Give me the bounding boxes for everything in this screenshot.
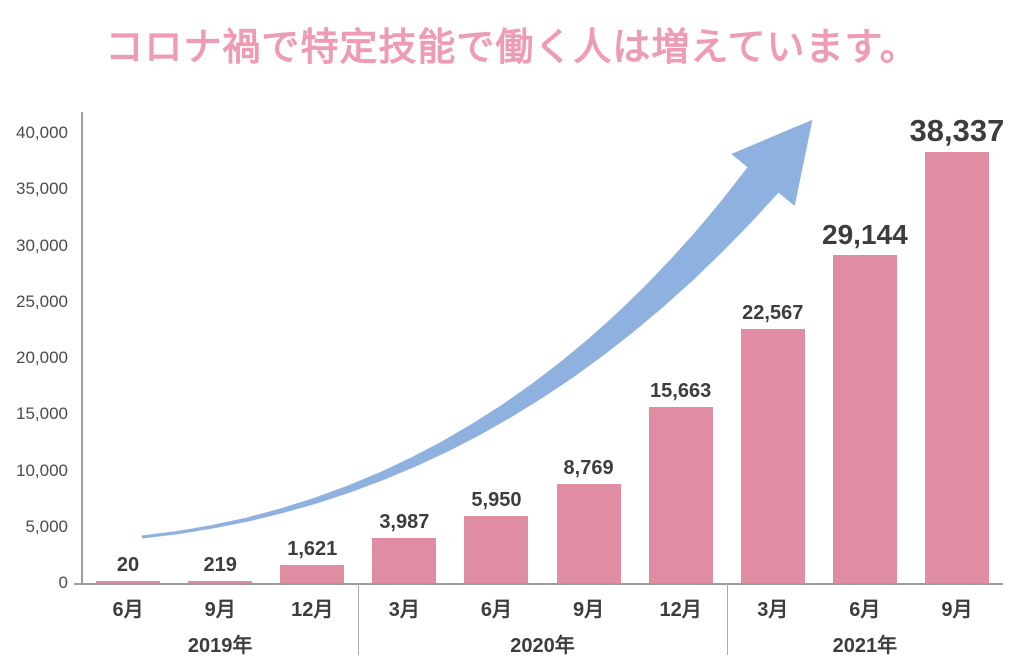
bar [556,484,621,583]
bar [924,151,989,583]
bar [740,329,805,583]
month-label: 6月 [849,599,881,621]
y-tick-label: 25,000 [16,291,68,311]
y-tick-label: 5,000 [25,516,68,536]
month-label: 9月 [572,599,605,621]
month-label: 3月 [388,599,420,621]
x-axis-line [74,583,1003,585]
bar-value-label: 38,337 [909,112,1005,148]
y-tick-label: 35,000 [16,179,68,199]
y-tick-label: 40,000 [16,123,68,142]
year-label: 2020年 [510,635,575,657]
bar-value-label: 22,567 [742,302,804,325]
bar [648,406,713,583]
bar [464,516,529,583]
y-tick-label: 20,000 [16,348,68,367]
bar [372,538,437,583]
bar [96,581,161,583]
group-separator [358,583,360,655]
group-separator [726,583,728,655]
month-label: 3月 [757,599,789,621]
bar-value-label: 219 [203,553,237,576]
bar-value-label: 20 [116,554,140,576]
bar-value-label: 3,987 [379,511,430,534]
bar-value-label: 15,663 [650,379,712,402]
month-label: 6月 [112,599,144,621]
y-tick-label: 0 [58,573,68,592]
month-label: 12月 [291,599,334,621]
year-label: 2019年 [187,635,253,657]
month-label: 6月 [480,599,512,621]
y-tick-label: 30,000 [16,235,68,255]
bar [280,564,345,583]
month-label: 12月 [659,599,702,621]
y-tick-label: 10,000 [16,460,68,480]
chart-title: コロナ禍で特定技能で働く人は増えています。 [105,27,919,69]
bar [188,580,253,583]
bar-value-label: 1,621 [287,537,338,560]
y-axis-line [81,112,83,585]
month-label: 9月 [941,599,973,621]
y-tick-label: 15,000 [16,404,68,424]
bar-value-label: 29,144 [822,219,908,251]
bar-value-label: 8,769 [563,457,614,480]
year-label: 2021年 [832,635,898,657]
bar [832,255,897,583]
month-label: 9月 [204,599,236,621]
bar-value-label: 5,950 [471,489,522,512]
